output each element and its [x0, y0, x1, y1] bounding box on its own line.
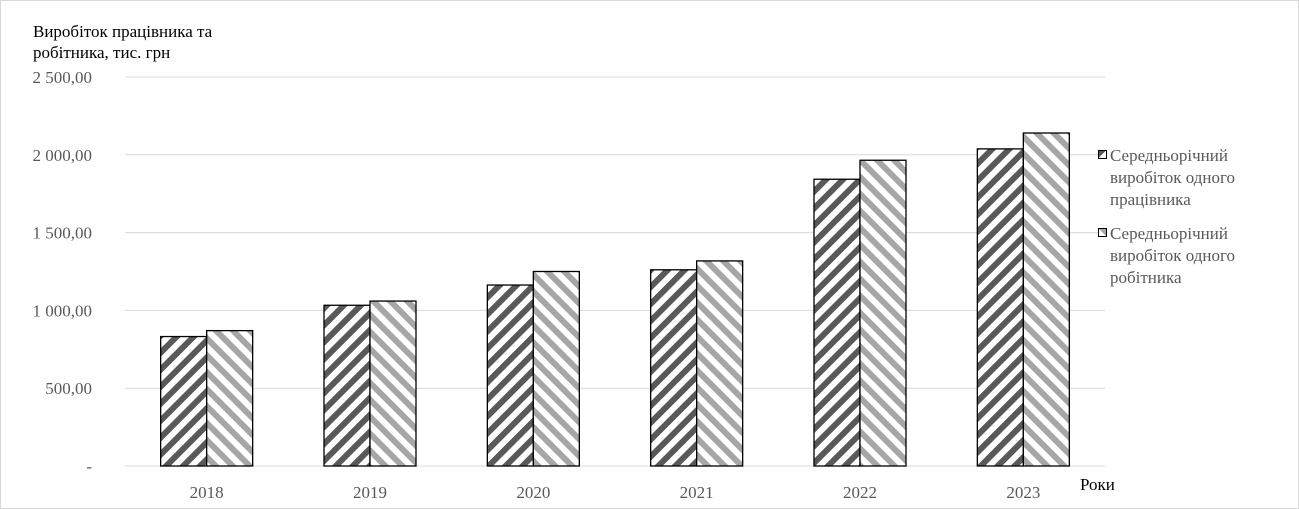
y-tick-label: 1 000,00: [33, 301, 93, 320]
x-tick-label: 2021: [680, 483, 714, 502]
bar-workers-2019: [323, 304, 371, 467]
bar-laborers-2023: [1022, 132, 1070, 467]
legend-label-line-3: працівника: [1110, 190, 1191, 209]
x-tick-label: 2022: [843, 483, 877, 502]
legend-label-line-1: Середньорічний: [1110, 146, 1228, 165]
legend: Середньорічний виробіток одного працівни…: [1098, 145, 1298, 301]
legend-item-laborers: Середньорічний виробіток одного робітник…: [1098, 223, 1298, 289]
bar-workers-2021: [650, 269, 698, 467]
bar-laborers-2018: [206, 329, 254, 467]
bar-workers-2020: [486, 284, 534, 467]
x-tick-label: 2019: [353, 483, 387, 502]
y-tick-label: 500,00: [45, 379, 92, 398]
y-tick-label: 2 500,00: [33, 68, 93, 87]
legend-swatch-dark-hatch: [1098, 150, 1107, 159]
x-tick-label: 2020: [516, 483, 550, 502]
bar-laborers-2020: [532, 270, 580, 467]
x-tick-label: 2023: [1006, 483, 1040, 502]
grid-lines: [125, 76, 1105, 467]
bars: [160, 132, 1070, 467]
legend-item-workers: Середньорічний виробіток одного працівни…: [1098, 145, 1298, 211]
y-tick-label: -: [86, 457, 92, 476]
legend-label-line-2: виробіток одного: [1110, 168, 1236, 187]
legend-label-line-2: виробіток одного: [1110, 246, 1236, 265]
legend-label-line-3: робітника: [1110, 268, 1182, 287]
legend-label-line-1: Середньорічний: [1110, 224, 1228, 243]
x-tick-label: 2018: [190, 483, 224, 502]
y-axis-label: Виробіток працівника та робітника, тис. …: [33, 21, 273, 63]
y-axis-ticks: - 500,00 1 000,00 1 500,00 2 000,00 2 500,00: [33, 68, 93, 476]
bar-laborers-2021: [696, 260, 744, 467]
bar-laborers-2022: [859, 159, 907, 467]
y-axis-label-line-1: Виробіток працівника та: [33, 22, 213, 41]
bar-workers-2018: [160, 335, 208, 467]
x-axis-ticks: 2018 2019 2020 2021 2022 2023: [190, 483, 1041, 502]
x-axis-label: Роки: [1080, 475, 1115, 494]
y-axis-label-line-2: робітника, тис. грн: [33, 43, 171, 62]
y-tick-label: 2 000,00: [33, 146, 93, 165]
bar-workers-2022: [813, 178, 861, 467]
y-tick-label: 1 500,00: [33, 224, 93, 243]
legend-swatch-light-hatch: [1098, 228, 1107, 237]
bar-workers-2023: [976, 148, 1024, 467]
bar-laborers-2019: [369, 300, 417, 467]
